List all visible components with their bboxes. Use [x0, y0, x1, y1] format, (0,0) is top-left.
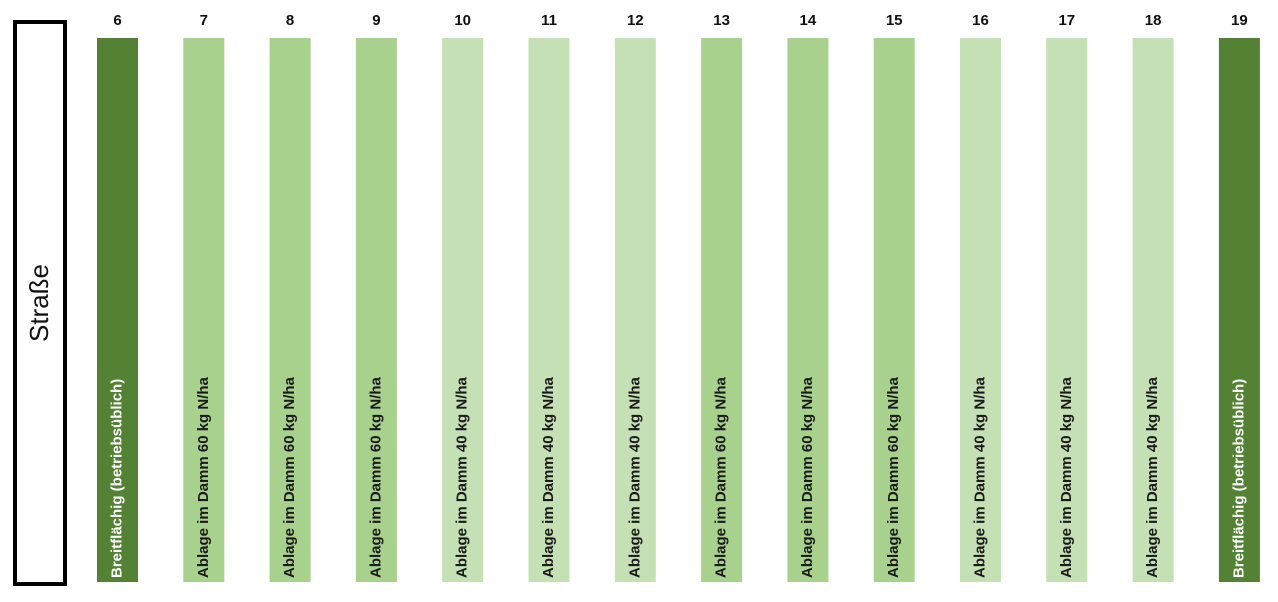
plot-number: 13: [713, 12, 730, 29]
plot: [873, 38, 915, 582]
plot: [97, 38, 138, 582]
plot-number: 12: [627, 12, 644, 29]
plot: [1218, 38, 1260, 582]
plot: [442, 38, 484, 582]
plot: [1132, 38, 1174, 582]
plot-number: 19: [1231, 12, 1248, 29]
road-box: [13, 20, 67, 586]
plot-label: Ablage im Damm 60 kg N/ha: [195, 376, 212, 578]
plot-label: Breitflächig (betriebsüblich): [1230, 379, 1247, 578]
plot-label: Ablage im Damm 60 kg N/ha: [885, 376, 902, 578]
plot-number: 6: [113, 12, 121, 29]
plot-number: 15: [886, 12, 903, 29]
plot-number: 9: [372, 12, 380, 29]
plot: [183, 38, 225, 582]
plot: [960, 38, 1001, 582]
plot-label: Ablage im Damm 40 kg N/ha: [454, 376, 471, 578]
road-label: Straße: [24, 264, 54, 342]
plot-number: 11: [541, 12, 557, 29]
plot-number: 10: [454, 12, 471, 29]
plot-number: 8: [286, 12, 294, 29]
plot-number: 18: [1145, 12, 1162, 29]
plot-number: 14: [800, 12, 817, 29]
plot-label: Ablage im Damm 40 kg N/ha: [626, 376, 643, 578]
plot-number: 7: [200, 12, 208, 29]
plot-label: Ablage im Damm 40 kg N/ha: [1144, 376, 1161, 578]
plot: [355, 38, 397, 582]
plot-label: Ablage im Damm 60 kg N/ha: [799, 376, 816, 578]
plot-label: Ablage im Damm 60 kg N/ha: [713, 376, 730, 578]
plot: [528, 38, 570, 582]
plot: [614, 38, 656, 582]
plot-number: 16: [972, 12, 989, 29]
plot-label: Ablage im Damm 40 kg N/ha: [971, 376, 988, 578]
plot-label: Ablage im Damm 40 kg N/ha: [540, 376, 557, 578]
plot-number: 17: [1058, 12, 1075, 29]
plot-label: Breitflächig (betriebsüblich): [108, 379, 125, 578]
plot: [701, 38, 743, 582]
plot-label: Ablage im Damm 40 kg N/ha: [1058, 376, 1075, 578]
plot-label: Ablage im Damm 60 kg N/ha: [281, 376, 298, 578]
plot: [1046, 38, 1088, 582]
plot: [269, 38, 311, 582]
plot-label: Ablage im Damm 60 kg N/ha: [367, 376, 384, 578]
plot: [787, 38, 829, 582]
